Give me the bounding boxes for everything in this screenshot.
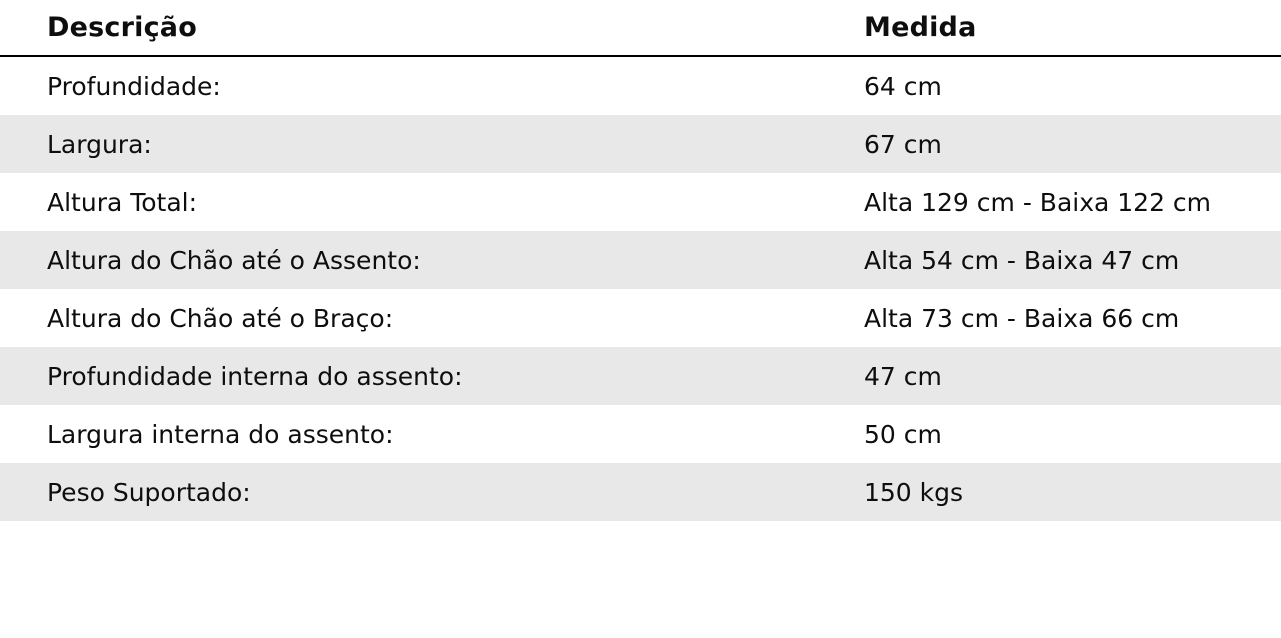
spec-value-cell: 150 kgs [864, 477, 964, 507]
spec-name-cell: Profundidade interna do assento: [47, 361, 463, 391]
table-row: Largura interna do assento: 50 cm [0, 405, 1281, 463]
table-row: Altura do Chão até o Assento: Alta 54 cm… [0, 231, 1281, 289]
table-row: Profundidade interna do assento: 47 cm [0, 347, 1281, 405]
product-specifications-table: Descrição Medida Profundidade: 64 cm Lar… [0, 0, 1281, 521]
spec-value-cell: Alta 129 cm - Baixa 122 cm [864, 187, 1212, 217]
spec-value-cell: 47 cm [864, 361, 942, 391]
spec-value-cell: Alta 54 cm - Baixa 47 cm [864, 245, 1180, 275]
spec-name-cell: Largura interna do assento: [47, 419, 394, 449]
table-row: Peso Suportado: 150 kgs [0, 463, 1281, 521]
table-row: Altura Total: Alta 129 cm - Baixa 122 cm [0, 173, 1281, 231]
spec-name-cell: Peso Suportado: [47, 477, 251, 507]
table-body: Profundidade: 64 cm Largura: 67 cm Altur… [0, 57, 1281, 521]
spec-name-cell: Altura do Chão até o Assento: [47, 245, 421, 275]
spec-value-cell: 67 cm [864, 129, 942, 159]
header-measure: Medida [864, 12, 977, 43]
spec-value-cell: Alta 73 cm - Baixa 66 cm [864, 303, 1180, 333]
spec-name-cell: Profundidade: [47, 71, 221, 101]
spec-value-cell: 50 cm [864, 419, 942, 449]
spec-name-cell: Largura: [47, 129, 152, 159]
table-row: Profundidade: 64 cm [0, 57, 1281, 115]
spec-name-cell: Altura Total: [47, 187, 198, 217]
spec-name-cell: Altura do Chão até o Braço: [47, 303, 394, 333]
table-row: Altura do Chão até o Braço: Alta 73 cm -… [0, 289, 1281, 347]
spec-value-cell: 64 cm [864, 71, 942, 101]
header-description: Descrição [47, 12, 197, 43]
table-header-row: Descrição Medida [0, 0, 1281, 57]
table-row: Largura: 67 cm [0, 115, 1281, 173]
